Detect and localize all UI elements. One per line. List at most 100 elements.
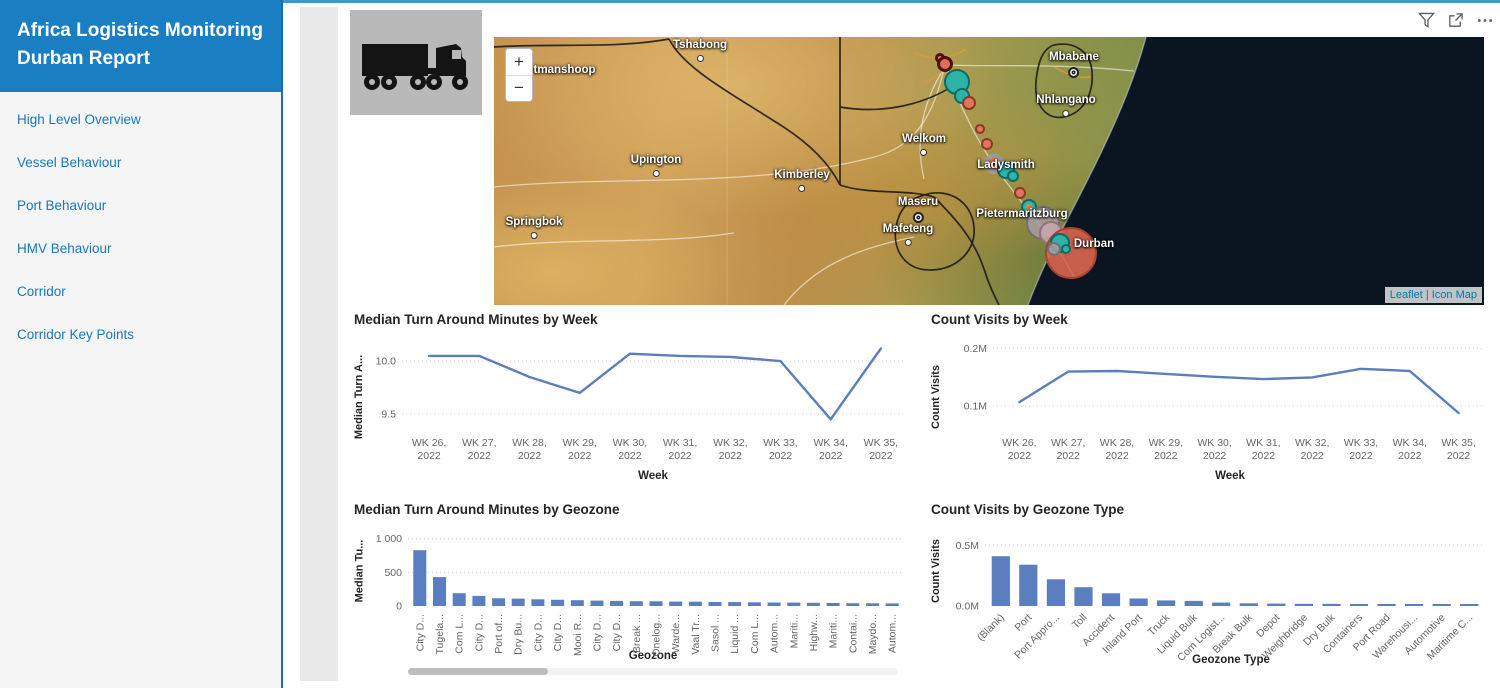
svg-text:0: 0 bbox=[396, 601, 402, 613]
map-marker[interactable] bbox=[1007, 170, 1019, 182]
svg-text:2022: 2022 bbox=[1252, 450, 1276, 462]
median-tat-by-week-chart[interactable]: Median Turn Around Minutes by Week Media… bbox=[353, 308, 912, 492]
page-nav: High Level Overview Vessel Behaviour Por… bbox=[0, 92, 281, 356]
map-marker[interactable] bbox=[1047, 242, 1061, 256]
nav-item-hmv-behaviour[interactable]: HMV Behaviour bbox=[17, 241, 112, 257]
map-attribution[interactable]: Leaflet | Icon Map bbox=[1384, 287, 1482, 303]
map-city-label: Kimberley bbox=[774, 169, 830, 192]
median-tat-by-geozone-chart[interactable]: Median Turn Around Minutes by Geozone Me… bbox=[353, 498, 912, 688]
count-visits-by-geozone-type-chart[interactable]: Count Visits by Geozone Type Count Visit… bbox=[930, 498, 1491, 688]
svg-text:Break ...: Break ... bbox=[631, 614, 643, 653]
svg-text:WK 29,: WK 29, bbox=[1149, 437, 1183, 449]
map-zoom-control: + − bbox=[505, 48, 533, 102]
chart-hscrollbar-thumb[interactable] bbox=[408, 668, 548, 675]
map-marker[interactable] bbox=[937, 56, 953, 72]
map-city-label: Ladysmith bbox=[977, 159, 1035, 171]
map-marker[interactable] bbox=[962, 96, 976, 110]
svg-text:Vaal Tr...: Vaal Tr... bbox=[690, 614, 702, 655]
sidebar: Africa Logistics Monitoring Durban Repor… bbox=[0, 0, 283, 688]
svg-text:Mariti...: Mariti... bbox=[828, 614, 840, 648]
nav-item-vessel-behaviour[interactable]: Vessel Behaviour bbox=[17, 155, 122, 171]
map-marker[interactable] bbox=[975, 124, 985, 134]
svg-text:Autom...: Autom... bbox=[887, 614, 899, 653]
nav-item-corridor-key-points[interactable]: Corridor Key Points bbox=[17, 327, 135, 343]
svg-text:0.5M: 0.5M bbox=[956, 540, 979, 552]
svg-text:WK 28,: WK 28, bbox=[1100, 437, 1134, 449]
nav-item-corridor[interactable]: Corridor bbox=[17, 284, 66, 300]
page-gutter bbox=[300, 7, 338, 681]
svg-text:(Blank): (Blank) bbox=[975, 612, 1007, 644]
map-marker[interactable] bbox=[1014, 187, 1026, 199]
svg-text:2022: 2022 bbox=[618, 450, 642, 462]
svg-text:Onelog...: Onelog... bbox=[651, 614, 663, 657]
svg-text:WK 34,: WK 34, bbox=[813, 437, 847, 449]
svg-text:WK 28,: WK 28, bbox=[512, 437, 546, 449]
map-city-label: Upington bbox=[631, 154, 681, 177]
map-city-label: Tshabong bbox=[673, 39, 727, 62]
map-marker[interactable] bbox=[981, 138, 993, 150]
svg-text:WK 34,: WK 34, bbox=[1393, 437, 1427, 449]
svg-text:WK 32,: WK 32, bbox=[713, 437, 747, 449]
svg-text:WK 33,: WK 33, bbox=[1344, 437, 1378, 449]
svg-text:Tugela...: Tugela... bbox=[434, 614, 446, 654]
svg-text:City D...: City D... bbox=[611, 614, 623, 651]
x-axis-title: Geozone bbox=[628, 650, 678, 662]
map-city-label: Springbok bbox=[506, 216, 562, 239]
svg-text:10.0: 10.0 bbox=[376, 356, 397, 368]
svg-text:Warde...: Warde... bbox=[670, 614, 682, 653]
x-axis-title: Week bbox=[1215, 470, 1245, 482]
svg-text:9.5: 9.5 bbox=[381, 409, 396, 421]
svg-text:WK 31,: WK 31, bbox=[1246, 437, 1280, 449]
svg-text:Contai...: Contai... bbox=[847, 614, 859, 653]
svg-text:2022: 2022 bbox=[1057, 450, 1081, 462]
svg-text:2022: 2022 bbox=[417, 450, 441, 462]
map-city-label: Keetmanshoop bbox=[512, 64, 596, 76]
chart-plot-area[interactable]: 1 000 500 0 City D... Tugela... Com L... City … bbox=[354, 522, 912, 664]
svg-text:2022: 2022 bbox=[1154, 450, 1178, 462]
map-visual[interactable]: + − Keetmanshoop Tshabong Upington Springbo… bbox=[494, 37, 1484, 305]
svg-text:500: 500 bbox=[384, 567, 402, 579]
svg-text:City D...: City D... bbox=[552, 614, 564, 651]
chart-title: Count Visits by Geozone Type bbox=[931, 502, 1125, 517]
nav-item-high-level-overview[interactable]: High Level Overview bbox=[17, 112, 141, 128]
zoom-in-button[interactable]: + bbox=[506, 49, 532, 76]
svg-text:2022: 2022 bbox=[819, 450, 843, 462]
svg-text:City D...: City D... bbox=[591, 614, 603, 651]
svg-text:Autom...: Autom... bbox=[769, 614, 781, 653]
svg-text:WK 35,: WK 35, bbox=[864, 437, 898, 449]
svg-text:Liquid ...: Liquid ... bbox=[729, 614, 741, 654]
truck-icon bbox=[362, 44, 468, 90]
svg-text:Toll: Toll bbox=[1070, 612, 1090, 632]
svg-text:0.1M: 0.1M bbox=[964, 401, 987, 413]
svg-text:WK 29,: WK 29, bbox=[562, 437, 596, 449]
svg-text:WK 27,: WK 27, bbox=[1051, 437, 1085, 449]
svg-text:WK 31,: WK 31, bbox=[663, 437, 697, 449]
more-options-icon[interactable] bbox=[1476, 12, 1494, 29]
svg-text:2022: 2022 bbox=[869, 450, 893, 462]
map-city-label: Welkom bbox=[902, 133, 946, 156]
truck-image bbox=[350, 10, 482, 115]
country-borders bbox=[494, 37, 1094, 305]
svg-text:Port of...: Port of... bbox=[493, 614, 505, 654]
svg-text:2022: 2022 bbox=[1008, 450, 1032, 462]
filter-icon[interactable] bbox=[1418, 12, 1435, 29]
svg-text:2022: 2022 bbox=[568, 450, 592, 462]
chart-title: Count Visits by Week bbox=[931, 312, 1068, 327]
svg-text:2022: 2022 bbox=[518, 450, 542, 462]
nav-item-port-behaviour[interactable]: Port Behaviour bbox=[17, 198, 107, 214]
visual-header-toolbar bbox=[1404, 8, 1494, 32]
zoom-out-button[interactable]: − bbox=[514, 78, 524, 98]
count-visits-by-week-chart[interactable]: Count Visits by Week Count Visits Week 0… bbox=[930, 308, 1489, 492]
ocean bbox=[1028, 37, 1484, 305]
map-marker[interactable] bbox=[1061, 244, 1071, 254]
popout-icon[interactable] bbox=[1447, 12, 1464, 29]
svg-text:Highw...: Highw... bbox=[808, 614, 820, 651]
chart-hscrollbar[interactable] bbox=[408, 668, 898, 675]
svg-text:WK 26,: WK 26, bbox=[412, 437, 446, 449]
map-city-label: Mbabane bbox=[1049, 51, 1099, 78]
svg-text:WK 27,: WK 27, bbox=[462, 437, 496, 449]
